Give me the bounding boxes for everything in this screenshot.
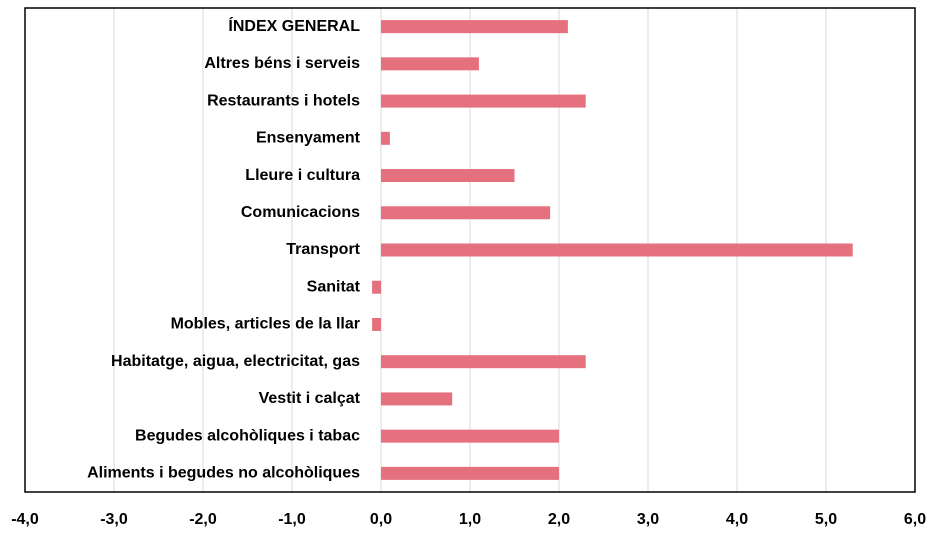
x-tick-label: 2,0 (548, 511, 570, 528)
bar (381, 243, 853, 257)
x-tick-label: 6,0 (904, 511, 926, 528)
bar (381, 392, 453, 406)
x-tick-label: 1,0 (459, 511, 481, 528)
bar (381, 206, 551, 220)
y-tick-label: Vestit i calçat (259, 390, 361, 407)
x-tick-label: 0,0 (370, 511, 392, 528)
y-tick-label: Lleure i cultura (245, 167, 360, 184)
bar (381, 57, 479, 71)
x-tick-label: -4,0 (11, 511, 39, 528)
y-tick-label: ÍNDEX GENERAL (228, 16, 360, 35)
x-tick-label: 3,0 (637, 511, 659, 528)
y-tick-label: Comunicacions (241, 204, 360, 221)
bar (372, 280, 381, 294)
x-tick-label: -3,0 (100, 511, 128, 528)
bar (381, 20, 568, 34)
bar (381, 169, 515, 183)
y-tick-label: Altres béns i serveis (204, 55, 360, 72)
bar (381, 94, 586, 108)
y-tick-label: Sanitat (307, 278, 361, 295)
y-tick-label: Aliments i begudes no alcohòliques (87, 465, 360, 482)
plot-border (24, 7, 916, 493)
bar (381, 429, 559, 443)
y-tick-label: Restaurants i hotels (207, 92, 360, 109)
y-tick-label: Transport (286, 241, 360, 258)
x-tick-label: 5,0 (815, 511, 837, 528)
y-tick-label: Ensenyament (256, 130, 361, 147)
bar (381, 466, 559, 480)
bar (381, 355, 586, 369)
x-tick-label: -2,0 (189, 511, 217, 528)
y-tick-label: Habitatge, aigua, electricitat, gas (111, 353, 360, 370)
x-tick-label: 4,0 (726, 511, 748, 528)
x-tick-label: -1,0 (278, 511, 306, 528)
bar (381, 131, 390, 145)
bar (372, 317, 381, 331)
y-tick-label: Mobles, articles de la llar (171, 316, 360, 333)
y-tick-label: Begudes alcohòliques i tabac (135, 427, 360, 444)
